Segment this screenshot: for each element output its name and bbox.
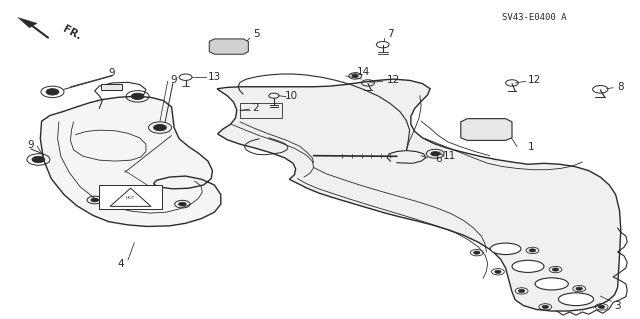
Polygon shape bbox=[461, 119, 512, 140]
Circle shape bbox=[352, 74, 358, 78]
Text: 14: 14 bbox=[357, 67, 370, 77]
Ellipse shape bbox=[535, 278, 568, 290]
Polygon shape bbox=[40, 96, 221, 226]
Text: 9: 9 bbox=[171, 75, 177, 85]
Text: 3: 3 bbox=[614, 300, 621, 311]
Circle shape bbox=[529, 249, 536, 252]
Text: 4: 4 bbox=[117, 259, 124, 269]
Circle shape bbox=[32, 156, 45, 163]
Text: 13: 13 bbox=[208, 72, 221, 82]
Circle shape bbox=[46, 89, 59, 95]
Polygon shape bbox=[18, 18, 37, 28]
Circle shape bbox=[91, 198, 99, 202]
Text: 1: 1 bbox=[528, 142, 534, 152]
Text: SV43-E0400 A: SV43-E0400 A bbox=[502, 13, 566, 22]
Ellipse shape bbox=[490, 243, 521, 255]
Text: 10: 10 bbox=[285, 91, 298, 101]
Polygon shape bbox=[101, 84, 122, 90]
Circle shape bbox=[518, 289, 525, 293]
Text: 9: 9 bbox=[109, 68, 115, 78]
Circle shape bbox=[179, 202, 186, 206]
Text: 5: 5 bbox=[253, 29, 259, 40]
Circle shape bbox=[598, 305, 605, 308]
Polygon shape bbox=[218, 79, 621, 311]
Circle shape bbox=[576, 287, 582, 290]
Text: 12: 12 bbox=[528, 75, 541, 85]
Circle shape bbox=[431, 152, 440, 156]
Text: 7: 7 bbox=[387, 29, 394, 40]
Circle shape bbox=[131, 93, 144, 100]
Ellipse shape bbox=[558, 293, 594, 306]
Text: 9: 9 bbox=[28, 140, 34, 150]
Polygon shape bbox=[209, 39, 248, 54]
Text: 2: 2 bbox=[253, 103, 259, 114]
Text: 6: 6 bbox=[435, 154, 442, 164]
Circle shape bbox=[474, 251, 480, 254]
Circle shape bbox=[552, 268, 559, 271]
Text: 8: 8 bbox=[618, 82, 624, 92]
Text: 11: 11 bbox=[443, 151, 456, 161]
Polygon shape bbox=[99, 185, 162, 209]
Text: HOT: HOT bbox=[126, 196, 135, 200]
Circle shape bbox=[154, 124, 166, 131]
Text: FR.: FR. bbox=[61, 24, 83, 41]
Circle shape bbox=[495, 270, 501, 273]
Text: 12: 12 bbox=[387, 75, 400, 85]
Ellipse shape bbox=[512, 260, 544, 272]
Circle shape bbox=[542, 305, 548, 308]
